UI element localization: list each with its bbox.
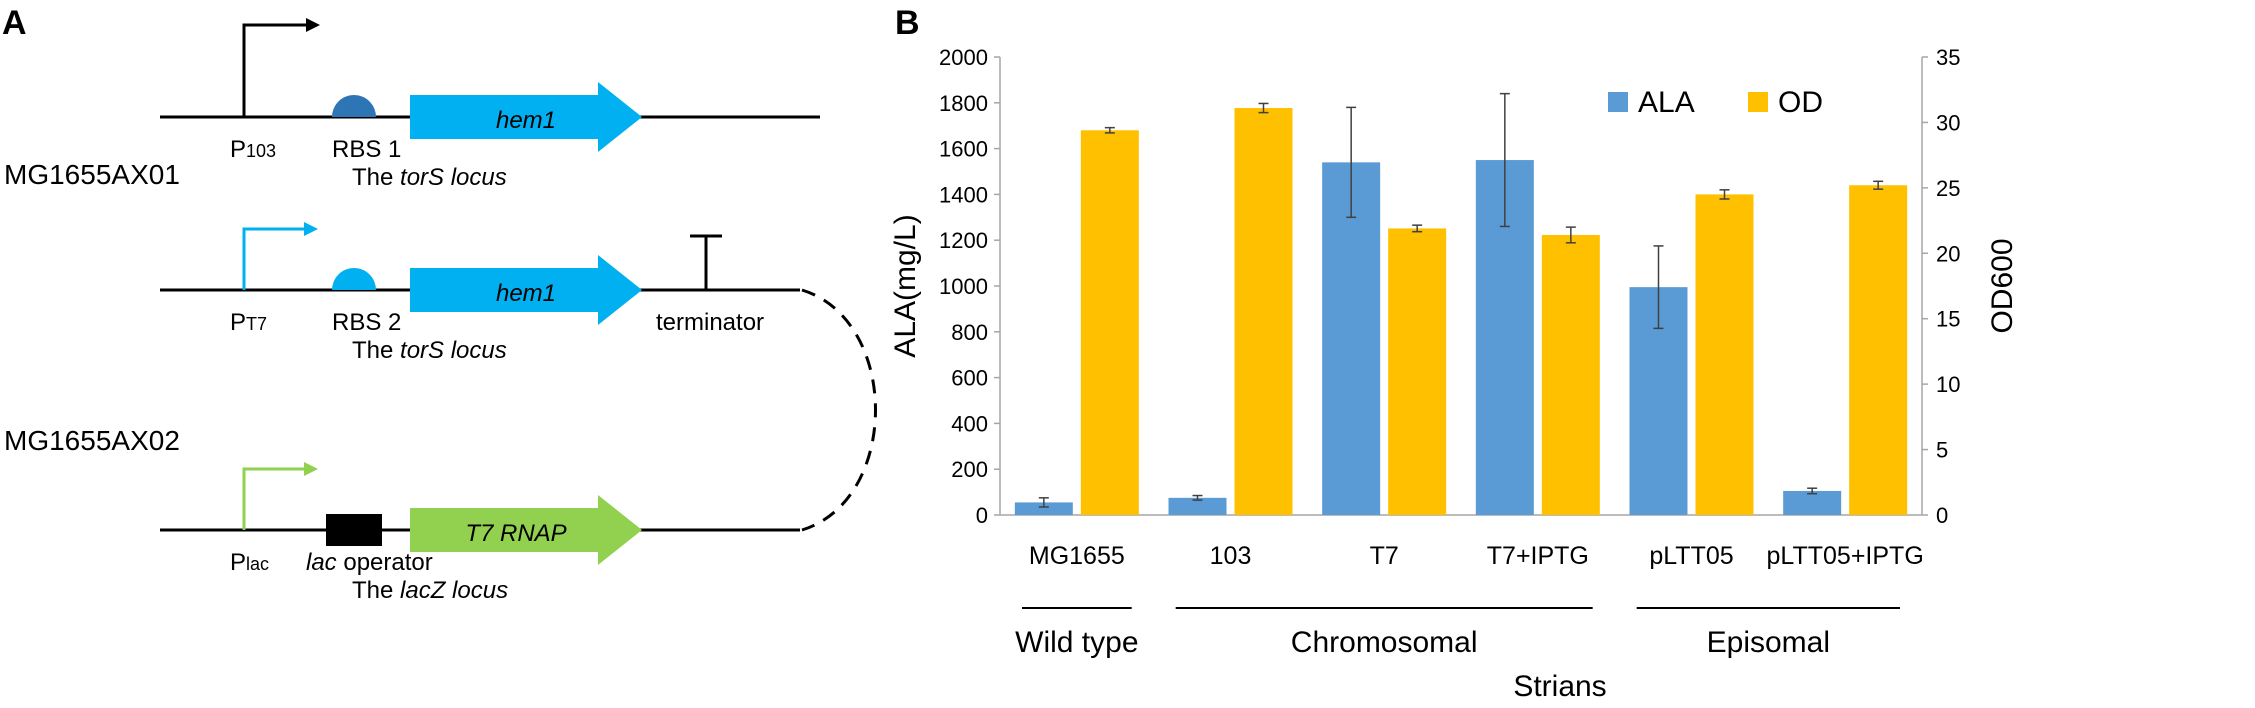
construct-1-locus-label: The torS locus: [352, 164, 507, 191]
x-category-label: T7: [1370, 542, 1399, 570]
left-tick-label: 400: [951, 411, 988, 436]
left-tick-label: 1600: [939, 137, 988, 162]
panel-a-label: A: [2, 4, 27, 42]
right-tick-label: 15: [1936, 307, 1960, 332]
panel-a-gene-constructs: A hem1 P103 RBS 1 The torS locus MG1655A…: [2, 4, 877, 604]
right-tick-label: 0: [1936, 503, 1948, 528]
left-tick-label: 0: [976, 503, 988, 528]
rbs2-icon: [332, 268, 376, 290]
x-category-label: pLTT05: [1649, 542, 1733, 570]
group-label: Wild type: [1015, 626, 1138, 659]
construct-3-locus-label: The lacZ locus: [352, 577, 508, 604]
left-axis-ticks: 0 200 400 600 800 1000 1200 1400 1600 1800 2000: [939, 45, 1000, 528]
terminator-icon: [690, 234, 722, 290]
right-tick-label: 10: [1936, 372, 1960, 397]
p103-promoter-label: P103: [230, 136, 276, 163]
t7-rnap-gene-label: T7 RNAP: [465, 520, 566, 547]
left-tick-label: 1000: [939, 274, 988, 299]
bar-ala-0: [1014, 502, 1073, 515]
right-tick-label: 5: [1936, 438, 1948, 463]
construct-2: hem1 PT7 RBS 2 terminator The torS locus…: [4, 222, 800, 456]
construct-2-locus-label: The torS locus: [352, 337, 507, 364]
rbs1-label: RBS 1: [332, 136, 401, 163]
x-category-label: MG1655: [1029, 542, 1125, 570]
bar-od-3: [1541, 234, 1600, 516]
left-y-axis-title: ALA(mg/L): [889, 214, 922, 357]
pt7-promoter-label: PT7: [230, 309, 267, 336]
plac-promoter-label: Plac: [230, 549, 269, 576]
x-category-label: pLTT05+IPTG: [1767, 542, 1924, 570]
left-tick-label: 2000: [939, 45, 988, 70]
left-tick-label: 1800: [939, 91, 988, 116]
right-tick-label: 20: [1936, 241, 1960, 266]
bar-od-1: [1234, 108, 1293, 515]
bar-ala-1: [1168, 497, 1227, 515]
panel-b-chart: B 0200400600800100012001400160018002000 …: [889, 4, 2019, 703]
strain-mg1655ax02-label: MG1655AX02: [4, 425, 180, 456]
p103-promoter-arrowhead-icon: [306, 18, 320, 32]
construct-3: T7 RNAP Plac lac operator The lacZ locus: [160, 462, 800, 604]
bar-od-0: [1080, 130, 1139, 515]
bar-od-5: [1849, 185, 1908, 516]
lac-operator-box-icon: [326, 514, 382, 546]
plac-promoter-arrow-icon: [242, 467, 308, 530]
plac-promoter-subscript: lac: [246, 554, 269, 574]
error-bars: [1038, 92, 1884, 508]
panel-b-label: B: [895, 4, 920, 42]
legend-label-ala: ALA: [1638, 86, 1695, 119]
right-tick-label: 30: [1936, 110, 1960, 135]
legend: ALA OD: [1608, 86, 1823, 119]
legend-swatch-od: [1748, 92, 1768, 112]
x-category-label: 103: [1210, 542, 1252, 570]
t7-rnap-gene-arrow-icon: [410, 495, 642, 565]
left-tick-label: 800: [951, 320, 988, 345]
group-brackets: Wild type Chromosomal Episomal: [1015, 607, 1900, 659]
hem1-gene-label-2: hem1: [496, 280, 556, 307]
bar-ala-5: [1783, 490, 1842, 515]
hem1-gene-arrow-icon: [410, 82, 642, 152]
strain-mg1655ax01-label: MG1655AX01: [4, 159, 180, 190]
pt7-promoter-subscript: T7: [246, 314, 267, 334]
bars: [1014, 108, 1908, 516]
rbs1-icon: [332, 95, 376, 117]
left-tick-label: 1400: [939, 182, 988, 207]
legend-label-od: OD: [1778, 86, 1823, 119]
pt7-promoter-arrow-icon: [242, 227, 308, 290]
hem1-gene-label: hem1: [496, 107, 556, 134]
right-axis-ticks: 0 5 10 15 20 25 30 35: [1922, 45, 1960, 528]
group-label: Episomal: [1707, 626, 1830, 659]
p103-promoter-arrow-icon: [242, 23, 310, 117]
terminator-label: terminator: [656, 309, 764, 336]
left-tick-label: 600: [951, 366, 988, 391]
construct-1: hem1 P103 RBS 1 The torS locus MG1655AX0…: [4, 18, 820, 191]
x-category-labels: MG1655 103 T7 T7+IPTG pLTT05 pLTT05+IPTG: [1029, 542, 1924, 570]
left-tick-label: 200: [951, 457, 988, 482]
bar-od-2: [1388, 228, 1447, 515]
dashed-connector-line: [801, 288, 877, 532]
right-tick-label: 35: [1936, 45, 1960, 70]
legend-swatch-ala: [1608, 92, 1628, 112]
group-label: Chromosomal: [1291, 626, 1478, 659]
right-y-axis-title: OD600: [1986, 238, 2019, 333]
rbs2-label: RBS 2: [332, 309, 401, 336]
x-category-label: T7+IPTG: [1487, 542, 1589, 570]
plac-promoter-arrowhead-icon: [304, 462, 318, 476]
pt7-promoter-arrowhead-icon: [304, 222, 318, 236]
lac-operator-label: lac operator: [306, 549, 433, 576]
bar-ala-2: [1322, 162, 1381, 515]
hem1-gene-arrow-2-icon: [410, 255, 642, 325]
bar-od-4: [1695, 194, 1754, 515]
p103-promoter-subscript: 103: [246, 141, 276, 161]
left-tick-label: 1200: [939, 228, 988, 253]
right-tick-label: 25: [1936, 176, 1960, 201]
x-axis-title: Strians: [1513, 670, 1606, 703]
